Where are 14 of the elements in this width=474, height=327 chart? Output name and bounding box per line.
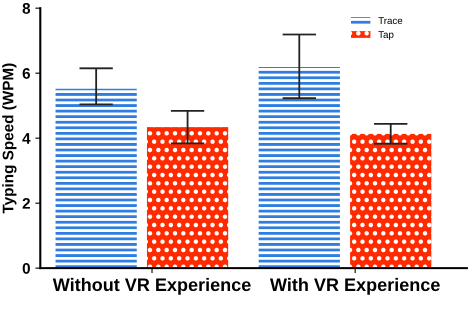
bar [56, 88, 137, 268]
x-tick-label: With VR Experience [270, 278, 440, 295]
bar [258, 66, 340, 268]
legend-label: Tap [378, 31, 394, 40]
y-tick-label: 2 [22, 198, 30, 209]
y-tick-label: 4 [22, 133, 30, 144]
y-axis-title: Typing Speed (WPM) [2, 64, 17, 214]
x-tick-label: Without VR Experience [52, 278, 251, 295]
y-tick-label: 0 [22, 263, 30, 274]
bar [350, 134, 432, 268]
legend-label: Trace [378, 17, 402, 24]
y-tick-label: 6 [22, 68, 30, 79]
bar [146, 127, 228, 268]
y-tick-label: 8 [22, 3, 30, 14]
